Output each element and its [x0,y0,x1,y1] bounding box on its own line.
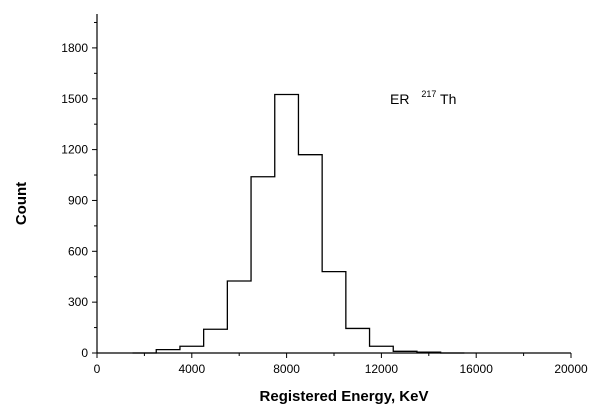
x-tick-label: 4000 [178,362,205,376]
annotation-prefix: ER [390,91,409,107]
y-tick-label: 0 [81,346,88,360]
x-tick-label: 16000 [460,362,494,376]
y-axis-title: Count [13,182,30,225]
annotation-suffix: Th [440,91,456,107]
histogram-outline [132,93,465,354]
histogram-bin [275,95,299,353]
y-tick-label: 1200 [61,143,88,157]
chart-annotation: ER 217 Th [390,84,456,107]
histogram-bin [180,346,204,353]
y-ticks: 0 300 600 900 1200 1500 1800 [61,21,97,360]
y-tick-label: 300 [68,295,88,309]
histogram-bin [346,328,370,353]
x-tick-label: 8000 [273,362,300,376]
histogram-bin [251,177,275,353]
x-tick-label: 12000 [365,362,399,376]
histogram-bin [322,272,346,353]
y-tick-label: 900 [68,193,88,207]
x-tick-label: 0 [94,362,101,376]
histogram-bin [227,281,251,353]
y-tick-label: 600 [68,244,88,258]
histogram-bin [370,346,394,353]
histogram-bin [204,329,228,353]
histogram-bin [298,155,322,353]
x-ticks: 0 4000 8000 12000 16000 20000 [94,353,588,376]
x-tick-label: 20000 [554,362,588,376]
y-tick-label: 1800 [61,41,88,55]
y-tick-label: 1500 [61,92,88,106]
annotation-superscript: 217 [421,89,436,99]
x-axis-title: Registered Energy, KeV [260,388,429,405]
